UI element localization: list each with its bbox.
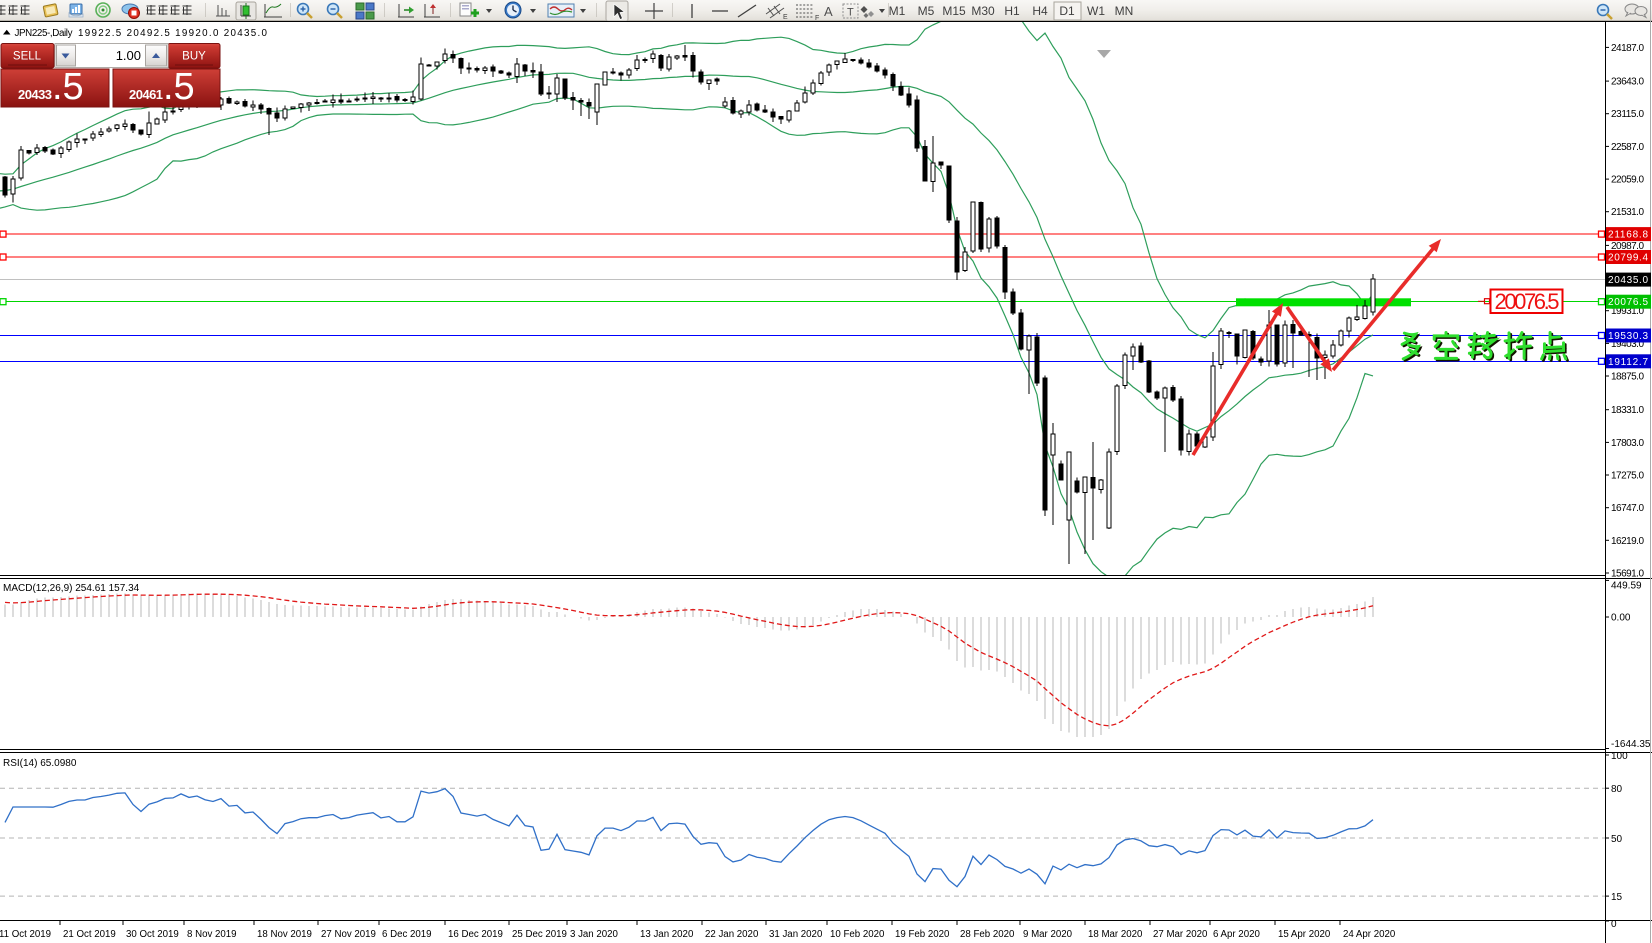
svg-text:21531.0: 21531.0 bbox=[1611, 207, 1644, 218]
svg-text:449.59: 449.59 bbox=[1611, 581, 1642, 592]
svg-text:21168.8: 21168.8 bbox=[1608, 230, 1648, 241]
svg-text:19922.5 20492.5 19920.0 20435.: 19922.5 20492.5 19920.0 20435.0 bbox=[78, 28, 268, 39]
svg-text:13 Jan 2020: 13 Jan 2020 bbox=[640, 929, 694, 940]
svg-text:24 Apr 2020: 24 Apr 2020 bbox=[1343, 929, 1396, 940]
svg-text:20435.0: 20435.0 bbox=[1608, 275, 1648, 286]
svg-text:17275.0: 17275.0 bbox=[1611, 471, 1644, 482]
svg-text:28 Feb 2020: 28 Feb 2020 bbox=[960, 929, 1015, 940]
svg-text:D1: D1 bbox=[1059, 4, 1075, 18]
svg-text:M1: M1 bbox=[889, 4, 906, 18]
svg-text:30 Oct 2019: 30 Oct 2019 bbox=[126, 929, 179, 940]
svg-text:23643.0: 23643.0 bbox=[1611, 77, 1644, 88]
svg-text:20433: 20433 bbox=[18, 87, 52, 102]
svg-text:11 Oct 2019: 11 Oct 2019 bbox=[0, 929, 51, 940]
svg-text:22587.0: 22587.0 bbox=[1611, 142, 1644, 153]
svg-text:23115.0: 23115.0 bbox=[1611, 109, 1644, 120]
svg-text:8 Nov 2019: 8 Nov 2019 bbox=[187, 929, 237, 940]
svg-text:20987.0: 20987.0 bbox=[1611, 241, 1644, 252]
svg-text:3 Jan 2020: 3 Jan 2020 bbox=[570, 929, 619, 940]
svg-text:100: 100 bbox=[1611, 751, 1628, 762]
svg-text:15 Apr 2020: 15 Apr 2020 bbox=[1278, 929, 1331, 940]
svg-text:15: 15 bbox=[1611, 892, 1623, 903]
svg-text:19530.3: 19530.3 bbox=[1608, 331, 1648, 342]
svg-text:.5: .5 bbox=[163, 66, 195, 108]
svg-text:18875.0: 18875.0 bbox=[1611, 372, 1644, 383]
svg-text:T: T bbox=[847, 7, 854, 19]
svg-text:16219.0: 16219.0 bbox=[1611, 536, 1644, 547]
svg-text:25 Dec 2019: 25 Dec 2019 bbox=[512, 929, 567, 940]
svg-text:19403.0: 19403.0 bbox=[1611, 339, 1644, 350]
svg-text:MN: MN bbox=[1115, 4, 1134, 18]
svg-text:19931.0: 19931.0 bbox=[1611, 306, 1644, 317]
svg-text:SELL: SELL bbox=[13, 51, 42, 63]
svg-text:20461: 20461 bbox=[129, 87, 163, 102]
svg-text:H1: H1 bbox=[1004, 4, 1020, 18]
svg-text:A: A bbox=[824, 4, 833, 19]
svg-text:18331.0: 18331.0 bbox=[1611, 405, 1644, 416]
svg-text:24187.0: 24187.0 bbox=[1611, 43, 1644, 54]
svg-text:20076.5: 20076.5 bbox=[1608, 297, 1648, 308]
svg-text:1.00: 1.00 bbox=[116, 48, 141, 63]
svg-text:27 Mar 2020: 27 Mar 2020 bbox=[1153, 929, 1208, 940]
svg-text:M30: M30 bbox=[971, 4, 995, 18]
svg-text:27 Nov 2019: 27 Nov 2019 bbox=[321, 929, 376, 940]
svg-text:BUY: BUY bbox=[182, 51, 206, 63]
svg-text:15691.0: 15691.0 bbox=[1611, 569, 1644, 580]
svg-text:17803.0: 17803.0 bbox=[1611, 438, 1644, 449]
svg-text:21 Oct 2019: 21 Oct 2019 bbox=[63, 929, 116, 940]
svg-text:9 Mar 2020: 9 Mar 2020 bbox=[1023, 929, 1073, 940]
svg-text:MACD(12,26,9) 254.61 157.34: MACD(12,26,9) 254.61 157.34 bbox=[3, 583, 140, 594]
svg-text:-1644.35: -1644.35 bbox=[1611, 739, 1651, 750]
svg-text:JPN225-,Daily: JPN225-,Daily bbox=[15, 28, 73, 39]
svg-text:6 Dec 2019: 6 Dec 2019 bbox=[382, 929, 432, 940]
svg-text:M5: M5 bbox=[918, 4, 935, 18]
svg-text:W1: W1 bbox=[1087, 4, 1105, 18]
svg-text:16 Dec 2019: 16 Dec 2019 bbox=[448, 929, 503, 940]
svg-text:0.00: 0.00 bbox=[1611, 613, 1631, 624]
svg-text:20799.4: 20799.4 bbox=[1608, 253, 1648, 264]
svg-text:50: 50 bbox=[1611, 834, 1623, 845]
svg-text:18 Nov 2019: 18 Nov 2019 bbox=[257, 929, 312, 940]
svg-text:H4: H4 bbox=[1032, 4, 1048, 18]
svg-text:31 Jan 2020: 31 Jan 2020 bbox=[769, 929, 823, 940]
svg-text:RSI(14) 65.0980: RSI(14) 65.0980 bbox=[3, 758, 77, 769]
svg-text:80: 80 bbox=[1611, 784, 1623, 795]
svg-text:19 Feb 2020: 19 Feb 2020 bbox=[895, 929, 950, 940]
svg-text:0: 0 bbox=[1611, 919, 1617, 930]
svg-text:.5: .5 bbox=[52, 66, 84, 108]
svg-text:22059.0: 22059.0 bbox=[1611, 175, 1644, 186]
svg-text:10 Feb 2020: 10 Feb 2020 bbox=[830, 929, 885, 940]
svg-text:18 Mar 2020: 18 Mar 2020 bbox=[1088, 929, 1143, 940]
svg-text:E: E bbox=[783, 14, 788, 21]
svg-text:16747.0: 16747.0 bbox=[1611, 503, 1644, 514]
svg-text:M15: M15 bbox=[942, 4, 966, 18]
svg-text:F: F bbox=[815, 15, 819, 22]
svg-text:6 Apr 2020: 6 Apr 2020 bbox=[1213, 929, 1260, 940]
svg-text:22 Jan 2020: 22 Jan 2020 bbox=[705, 929, 759, 940]
svg-text:20076.5: 20076.5 bbox=[1495, 289, 1560, 314]
svg-text:19112.7: 19112.7 bbox=[1608, 357, 1648, 368]
